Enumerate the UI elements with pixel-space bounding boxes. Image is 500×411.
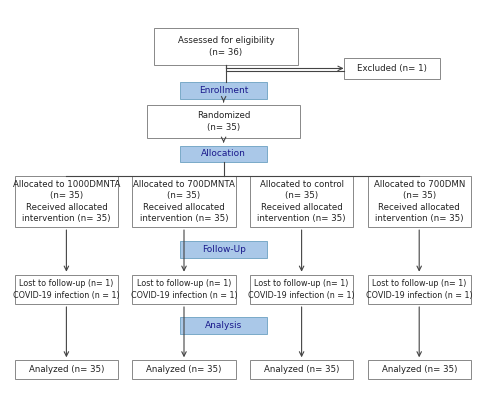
FancyBboxPatch shape (250, 176, 353, 227)
FancyBboxPatch shape (180, 82, 267, 99)
FancyBboxPatch shape (368, 275, 471, 304)
FancyBboxPatch shape (180, 317, 267, 334)
FancyBboxPatch shape (132, 360, 236, 379)
Text: Allocated to 1000DMNTA
(n= 35)
Received allocated
intervention (n= 35): Allocated to 1000DMNTA (n= 35) Received … (12, 180, 120, 223)
Text: Allocated to 700DMNTA
(n= 35)
Received allocated
intervention (n= 35): Allocated to 700DMNTA (n= 35) Received a… (133, 180, 235, 223)
FancyBboxPatch shape (15, 360, 118, 379)
Text: Lost to follow-up (n= 1)
COVID-19 infection (n = 1): Lost to follow-up (n= 1) COVID-19 infect… (248, 279, 355, 300)
FancyBboxPatch shape (250, 360, 353, 379)
FancyBboxPatch shape (154, 28, 298, 65)
FancyBboxPatch shape (15, 275, 118, 304)
Text: Enrollment: Enrollment (199, 86, 248, 95)
FancyBboxPatch shape (147, 105, 300, 139)
Text: Analysis: Analysis (205, 321, 242, 330)
Text: Allocated to 700DMN
(n= 35)
Received allocated
intervention (n= 35): Allocated to 700DMN (n= 35) Received all… (374, 180, 465, 223)
Text: Lost to follow-up (n= 1)
COVID-19 infection (n = 1): Lost to follow-up (n= 1) COVID-19 infect… (130, 279, 238, 300)
Text: Assessed for eligibility
(n= 36): Assessed for eligibility (n= 36) (178, 37, 274, 57)
Text: Randomized
(n= 35): Randomized (n= 35) (197, 111, 250, 132)
FancyBboxPatch shape (15, 176, 118, 227)
Text: Analyzed (n= 35): Analyzed (n= 35) (382, 365, 457, 374)
Text: Excluded (n= 1): Excluded (n= 1) (356, 64, 426, 73)
Text: Follow-Up: Follow-Up (202, 245, 246, 254)
FancyBboxPatch shape (180, 145, 267, 162)
Text: Allocated to control
(n= 35)
Received allocated
intervention (n= 35): Allocated to control (n= 35) Received al… (258, 180, 346, 223)
Text: Analyzed (n= 35): Analyzed (n= 35) (146, 365, 222, 374)
FancyBboxPatch shape (180, 241, 267, 258)
Text: Analyzed (n= 35): Analyzed (n= 35) (264, 365, 340, 374)
FancyBboxPatch shape (132, 176, 236, 227)
Text: Analyzed (n= 35): Analyzed (n= 35) (28, 365, 104, 374)
FancyBboxPatch shape (368, 360, 471, 379)
FancyBboxPatch shape (132, 275, 236, 304)
FancyBboxPatch shape (344, 58, 440, 79)
Text: Allocation: Allocation (201, 149, 246, 158)
Text: Lost to follow-up (n= 1)
COVID-19 infection (n = 1): Lost to follow-up (n= 1) COVID-19 infect… (13, 279, 120, 300)
FancyBboxPatch shape (250, 275, 353, 304)
FancyBboxPatch shape (368, 176, 471, 227)
Text: Lost to follow-up (n= 1)
COVID-19 infection (n = 1): Lost to follow-up (n= 1) COVID-19 infect… (366, 279, 472, 300)
